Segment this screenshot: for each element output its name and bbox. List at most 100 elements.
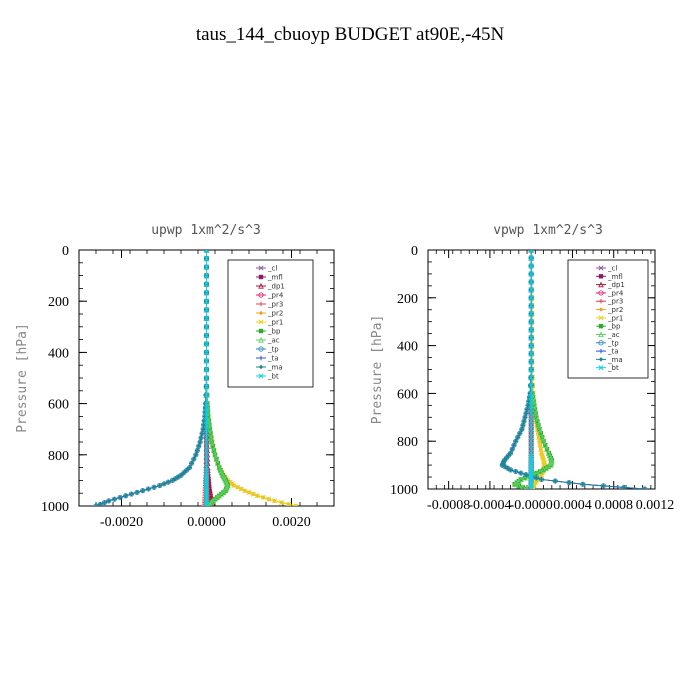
data-point-bt	[203, 366, 210, 373]
data-point-ma	[98, 502, 103, 506]
data-point-pr1	[235, 484, 241, 490]
data-point-ac	[531, 402, 538, 408]
legend-marker-cl	[598, 265, 604, 271]
data-point-pr1	[266, 496, 272, 502]
data-point-bt	[203, 250, 208, 253]
data-point-bt	[528, 263, 534, 269]
data-point-ma	[102, 500, 107, 505]
series-line-ac	[513, 250, 553, 489]
x-tick-label: 0.0020	[272, 515, 311, 530]
y-tick-label: 0	[62, 244, 69, 259]
data-point-bt	[528, 335, 534, 341]
data-point-ma	[566, 480, 572, 485]
data-point-ma	[112, 496, 117, 502]
data-point-ma	[197, 439, 203, 445]
y-tick-label: 200	[397, 292, 418, 307]
data-point-ma	[534, 475, 539, 481]
data-point-bt	[205, 250, 210, 253]
data-point-ac	[216, 492, 223, 499]
data-point-pr1	[231, 482, 237, 489]
legend-label-pr1: _pr1	[267, 319, 283, 327]
data-point-bt	[528, 271, 534, 277]
data-point-bt	[528, 343, 534, 349]
series-group	[93, 250, 299, 506]
x-tick-label: -0.0020	[100, 515, 143, 530]
legend-label-pr4: _pr4	[267, 292, 284, 300]
data-point-bt	[203, 324, 210, 330]
data-point-bp	[524, 486, 530, 489]
data-point-pr1	[542, 462, 548, 468]
data-point-pr1	[286, 501, 292, 506]
data-point-ma	[93, 503, 99, 506]
legend-marker-mfl	[258, 274, 264, 280]
legend-marker-pr4	[258, 292, 264, 298]
data-point-ac	[518, 476, 524, 483]
data-point-ma	[200, 427, 206, 432]
data-point-ac	[534, 418, 541, 424]
data-point-ac	[542, 442, 549, 448]
data-point-bt	[203, 264, 210, 270]
legend-label-ma: _ma	[267, 364, 283, 372]
data-point-ac	[540, 438, 547, 444]
data-point-pr1	[271, 498, 278, 504]
data-point-bp	[215, 461, 221, 466]
data-point-bt	[528, 303, 534, 309]
data-point-bp	[532, 403, 537, 408]
data-point-bt	[528, 446, 534, 452]
data-point-bt	[528, 410, 534, 416]
data-point-ac	[545, 463, 552, 470]
data-point-ac	[207, 426, 213, 432]
data-point-ma	[539, 477, 544, 482]
data-point-ma	[526, 399, 531, 404]
data-point-bp	[210, 444, 215, 449]
data-point-bt	[203, 503, 208, 506]
legend-marker-pr1	[598, 315, 604, 321]
legend-label-bt: _bt	[267, 373, 279, 381]
x-tick-label: 0.0004	[553, 498, 592, 513]
data-point-bt	[203, 255, 210, 262]
data-point-bt	[530, 486, 534, 489]
data-point-ac	[522, 474, 528, 481]
data-point-ma	[522, 415, 528, 420]
data-point-bt	[528, 426, 534, 432]
legend-label-ac: _ac	[267, 337, 280, 345]
data-point-ac	[532, 406, 538, 412]
legend-label-mfl: _mfl	[607, 273, 623, 281]
data-point-bt	[203, 430, 210, 437]
data-point-ma	[513, 439, 518, 444]
data-point-ac	[218, 490, 225, 497]
legend-marker-pr2	[598, 307, 604, 312]
data-point-bt	[528, 442, 534, 448]
legend-marker-bt	[598, 365, 604, 371]
data-point-ma	[510, 446, 515, 452]
data-point-ac	[515, 482, 522, 489]
data-point-ma	[166, 479, 171, 485]
data-point-ma	[517, 431, 523, 436]
data-point-ac	[214, 460, 221, 466]
data-point-ma	[181, 470, 187, 475]
data-point-bt	[203, 443, 210, 449]
legend-marker-tp	[258, 346, 264, 352]
y-tick-label: 800	[397, 435, 418, 450]
data-point-bp	[516, 483, 521, 489]
data-point-ac	[535, 422, 542, 428]
data-point-ac	[532, 410, 539, 416]
data-point-bt	[203, 460, 210, 466]
legend-marker-dp1	[598, 281, 604, 288]
legend-marker-bp	[598, 323, 604, 329]
x-tick-label: 0.0012	[636, 498, 675, 513]
data-point-ma	[523, 411, 529, 416]
data-point-ac	[211, 447, 217, 454]
data-point-ac	[206, 421, 213, 428]
data-point-ma	[178, 473, 184, 478]
y-tick-label: 1000	[41, 500, 69, 515]
legend-label-pr2: _pr2	[607, 306, 623, 314]
legend-marker-bp	[258, 328, 264, 334]
y-tick-label: 400	[397, 340, 418, 355]
data-point-pr1	[293, 503, 297, 506]
data-point-ma	[508, 467, 513, 473]
legend-marker-tp	[598, 340, 604, 346]
data-point-bt	[528, 398, 534, 404]
data-point-bt	[528, 279, 534, 285]
data-point-pr1	[250, 491, 256, 497]
